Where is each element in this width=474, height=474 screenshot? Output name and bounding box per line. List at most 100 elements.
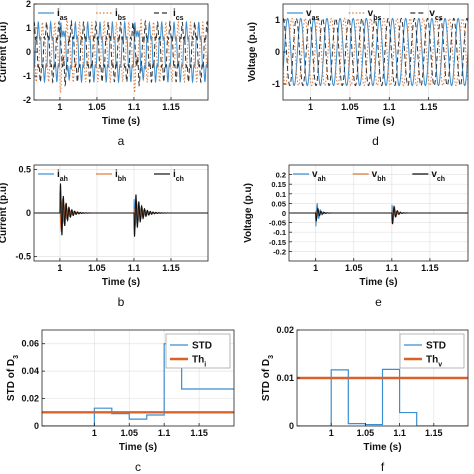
y-tick-label: 1 [275,15,280,25]
x-tick-label: 1.15 [420,102,438,112]
chart-panel-e: 1 1.05 1.1 1.15-0.2-0.15-0.1-0.0500.050.10.… [243,164,469,309]
panel-label: c [135,460,141,474]
y-tick-label: 0.05 [271,199,286,208]
legend: vas vbs vcs [287,8,443,22]
y-tick-label: 0.06 [21,339,39,349]
axes-frame [41,329,235,427]
series-line-vas [283,17,468,87]
legend-label: Thv [426,355,442,369]
x-tick-label: 1 [57,263,62,273]
series-group [283,17,468,87]
panel-label: a [118,134,125,148]
legend-label: ics [173,8,184,22]
series-line-ibs [34,18,208,94]
x-tick-label: 1.1 [158,428,171,438]
chart-panel-f: 1 1.05 1.1 1.15 0 0.01 0.02 Time (s) STD of D3 ST… [261,325,469,474]
y-tick-label: -0.5 [15,252,31,262]
x-tick-label: 1.05 [88,263,106,273]
y-tick-label: 0.15 [271,180,286,189]
series-group [289,202,468,227]
panel-label: e [375,295,382,309]
legend-label: vbh [372,169,386,183]
series-line-vcs [283,17,468,87]
y-axis-label: Voltage (p.u) [243,183,254,243]
chart-panel-b: 1 1.05 1.1 1.15 -0.5 0 0.5 Time (s) Current (p.u… [0,164,209,309]
panel-label: d [372,134,379,148]
x-axis-label: Time (s) [356,116,394,127]
legend-label: Thi [192,355,206,369]
series-group [297,368,468,426]
legend-label: vah [312,169,326,183]
y-tick-label: -1 [23,71,31,81]
legend-box [165,333,231,369]
legend: vah vbh vch [293,169,445,183]
y-tick-label: 0 [282,209,286,218]
x-tick-label: 1.05 [88,102,106,112]
y-tick-label: -0.15 [269,238,286,247]
series-line-ich [34,183,208,237]
y-tick-label: 2 [26,0,31,9]
legend-label: ibs [115,8,126,22]
legend-label: ias [57,8,68,22]
panel-label: f [381,460,385,474]
legend-box [399,333,465,369]
y-axis-label: Voltage (p.u) [247,22,258,82]
legend-label: vas [306,8,319,22]
y-tick-label: 0.01 [276,373,294,383]
x-tick-label: 1.1 [383,102,396,112]
x-tick-label: 1.15 [162,102,180,112]
x-tick-label: 1.05 [357,428,375,438]
legend-label: ibh [115,169,126,183]
y-tick-label: 0 [26,208,31,218]
x-tick-label: 1 [57,102,62,112]
legend: ias ibs ics [38,8,184,22]
y-axis-label: Current (p.u) [0,22,9,83]
legend-label: vbs [368,8,382,22]
series-group [34,18,208,94]
series-line-std [297,368,468,426]
y-tick-label: 0 [26,47,31,57]
legend-label: STD [426,341,446,352]
x-tick-label: 1.1 [393,428,406,438]
x-tick-label: 1.15 [162,263,180,273]
x-tick-label: 1 [313,263,318,273]
series-line-vch [289,205,468,225]
y-axis-label: STD of D3 [6,355,20,401]
x-tick-label: 1.05 [345,263,363,273]
y-tick-label: 0.02 [276,325,294,335]
x-tick-label: 1.15 [190,428,208,438]
y-axis-label: STD of D3 [261,355,275,401]
x-tick-label: 1.1 [128,102,141,112]
legend-label: vch [431,169,445,183]
panel-label: b [118,295,125,309]
y-tick-label: 0 [289,421,294,431]
x-axis-label: Time (s) [102,116,140,127]
legend-label: STD [192,341,212,352]
series-group [34,183,208,237]
x-axis-label: Time (s) [102,277,140,288]
y-tick-label: 0 [34,421,39,431]
y-tick-label: -0.05 [269,219,286,228]
y-tick-label: 0.1 [276,190,286,199]
x-tick-label: 1.15 [425,428,443,438]
chart-panel-a: 1 1.05 1.1 1.15 -2 -1 0 1 2 Time (s) Current (p.u)… [0,0,209,148]
legend: STD Thv [399,333,465,369]
legend-label: ich [173,169,184,183]
y-tick-label: 0.04 [21,366,39,376]
legend-label: vcs [429,8,442,22]
x-tick-label: 1 [329,428,334,438]
y-tick-label: 0.2 [276,171,286,180]
y-tick-label: 1 [26,23,31,33]
x-tick-label: 1.1 [128,263,141,273]
y-tick-label: -2 [23,95,31,105]
y-tick-label: 0.5 [18,164,31,174]
legend: STD Thi [165,333,231,369]
y-tick-label: -1 [272,79,280,89]
y-tick-label: -0.2 [273,247,286,256]
x-tick-label: 1.05 [341,102,359,112]
x-tick-label: 1 [308,102,313,112]
series-line-ics [34,19,208,88]
x-tick-label: 1.05 [121,428,139,438]
legend-label: iah [57,169,68,183]
